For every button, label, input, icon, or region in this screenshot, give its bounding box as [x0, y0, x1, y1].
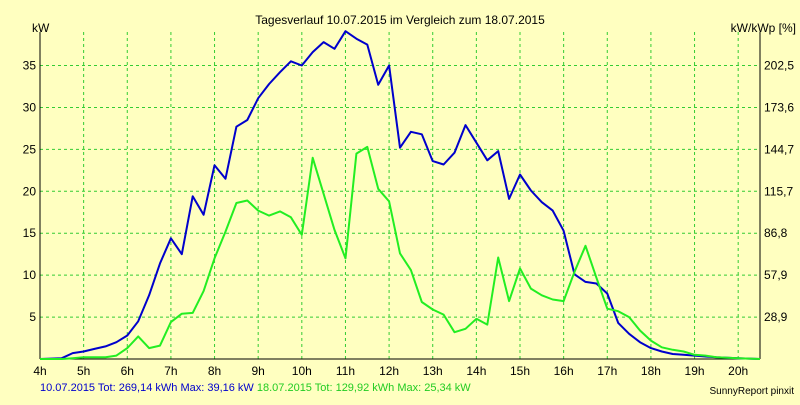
x-tick-label: 18h [641, 364, 661, 378]
series1-summary: 10.07.2015 Tot: 269,14 kWh Max: 39,16 kW [40, 382, 254, 394]
x-tick-label: 15h [510, 364, 530, 378]
y-tick-label: 10 [23, 268, 37, 282]
x-tick-label: 14h [466, 364, 486, 378]
y2-axis-label: kW/kWp [%] [731, 21, 796, 35]
x-tick-label: 7h [164, 364, 177, 378]
y-tick-label: 30 [23, 100, 37, 114]
series2-summary: 18.07.2015 Tot: 129,92 kWh Max: 25,34 kW [256, 382, 471, 394]
credit-text: SunnyReport pinxit [709, 386, 795, 397]
axis-layer: 4h 5h 6h 7h 8h 9h 10h 11h 12h 13h 14h 15h 16h 17h 18h 1… [23, 32, 794, 378]
series-layer [39, 30, 761, 360]
y2-tick-label: 86,8 [764, 226, 788, 240]
y2-tick-label: 115,7 [764, 184, 793, 198]
grid-layer [40, 32, 760, 359]
footer-summary: 10.07.2015 Tot: 269,14 kWh Max: 39,16 kW… [40, 382, 471, 394]
y2-tick-label: 57,9 [764, 268, 788, 282]
x-tick-label: 11h [336, 364, 355, 378]
y-tick-label: 35 [23, 59, 37, 73]
x-tick-label: 17h [597, 364, 617, 378]
x-tick-label: 9h [252, 364, 265, 378]
x-tick-label: 8h [208, 364, 221, 378]
y-axis-label: kW [32, 21, 50, 35]
x-tick-label: 6h [121, 364, 134, 378]
series-line-2015-07-10 [39, 30, 761, 360]
x-tick-label: 19h [685, 364, 705, 378]
y-tick-label: 15 [23, 226, 37, 240]
x-tick-label: 13h [423, 364, 443, 378]
y2-tick-label: 202,5 [764, 59, 794, 73]
x-tick-label: 10h [292, 364, 312, 378]
chart-title: Tagesverlauf 10.07.2015 im Vergleich zum… [255, 13, 545, 27]
y2-tick-label: 173,6 [764, 100, 794, 114]
series-line-2015-07-18 [40, 145, 761, 360]
x-tick-label: 12h [379, 364, 399, 378]
y2-tick-label: 28,9 [764, 310, 788, 324]
y-tick-label: 5 [29, 310, 36, 324]
x-tick-label: 4h [33, 364, 46, 378]
y2-tick-label: 144,7 [764, 142, 794, 156]
x-tick-label: 20h [728, 364, 748, 378]
x-tick-label: 5h [77, 364, 90, 378]
y-tick-label: 20 [23, 184, 37, 198]
y-tick-label: 25 [23, 142, 37, 156]
x-tick-label: 16h [554, 364, 574, 378]
